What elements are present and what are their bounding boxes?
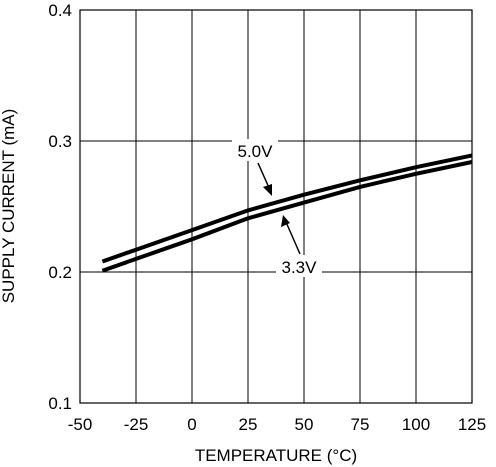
y-tick-label: 0.1	[48, 394, 72, 413]
series-label-3v3: 3.3V	[282, 258, 318, 277]
annotations: 5.0V 3.3V	[232, 139, 322, 277]
series-label-5v: 5.0V	[238, 142, 274, 161]
x-tick-label: -50	[68, 415, 93, 434]
grid	[80, 10, 472, 403]
x-axis-label: TEMPERATURE (°C)	[195, 446, 357, 465]
x-tick-label: 75	[351, 415, 370, 434]
label-bg-3v3	[276, 255, 322, 277]
y-tick-label: 0.3	[48, 132, 72, 151]
x-tick-label: 25	[239, 415, 258, 434]
y-tick-label: 0.2	[48, 263, 72, 282]
x-tick-label: 50	[295, 415, 314, 434]
y-axis-label: SUPPLY CURRENT (mA)	[0, 109, 18, 304]
plot-frame	[79, 9, 473, 404]
x-tick-label: -25	[124, 415, 149, 434]
label-bg-5v	[232, 139, 278, 161]
arrowhead-5v	[263, 184, 272, 196]
series-layer	[101, 153, 473, 273]
x-tick-label: 0	[187, 415, 196, 434]
series-line-5v	[101, 153, 473, 264]
tick-labels: -50 -25 0 25 50 75 100 125 0.1 0.2 0.3 0.4	[48, 1, 486, 434]
x-tick-label: 100	[402, 415, 430, 434]
x-tick-label: 125	[458, 415, 486, 434]
arrow-3v3	[285, 221, 301, 255]
arrowhead-3v3	[281, 215, 290, 227]
y-tick-label: 0.4	[48, 1, 72, 20]
series-line-3v3	[101, 160, 473, 273]
